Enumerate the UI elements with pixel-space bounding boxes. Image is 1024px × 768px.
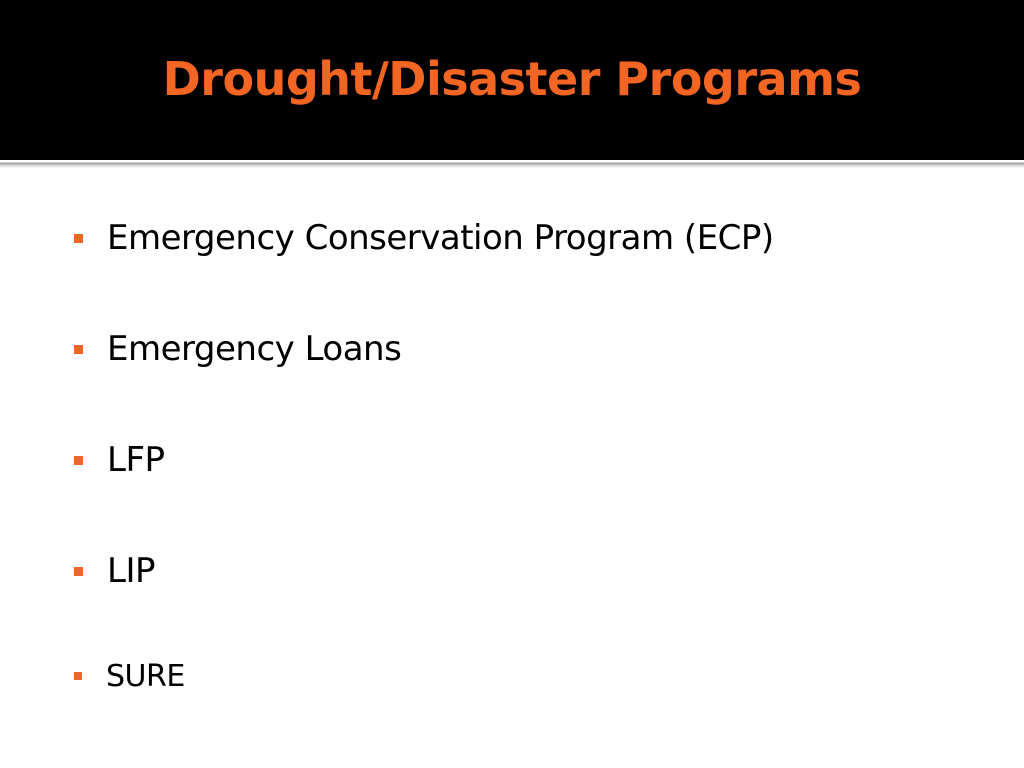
bullet-text: Emergency Conservation Program (ECP): [107, 218, 774, 258]
bullet-item-lfp: LFP: [74, 436, 165, 484]
bullet-square-icon: [74, 233, 83, 243]
bullet-text: SURE: [106, 658, 185, 694]
bullet-item-lip: LIP: [74, 547, 155, 595]
slide-title: Drought/Disaster Programs: [162, 52, 862, 106]
slide-body: Emergency Conservation Program (ECP) Eme…: [0, 168, 1024, 768]
bullet-square-icon: [74, 672, 82, 680]
bullet-square-icon: [74, 344, 83, 354]
bullet-text: LFP: [107, 440, 165, 480]
bullet-text: LIP: [107, 551, 155, 591]
bullet-item-ecp: Emergency Conservation Program (ECP): [74, 214, 774, 262]
bullet-item-sure: SURE: [74, 652, 185, 700]
bullet-square-icon: [74, 455, 83, 465]
slide-header: Drought/Disaster Programs: [0, 0, 1024, 160]
bullet-square-icon: [74, 566, 83, 576]
bullet-item-emergency-loans: Emergency Loans: [74, 325, 402, 373]
header-divider: [0, 160, 1024, 168]
bullet-text: Emergency Loans: [107, 329, 402, 369]
